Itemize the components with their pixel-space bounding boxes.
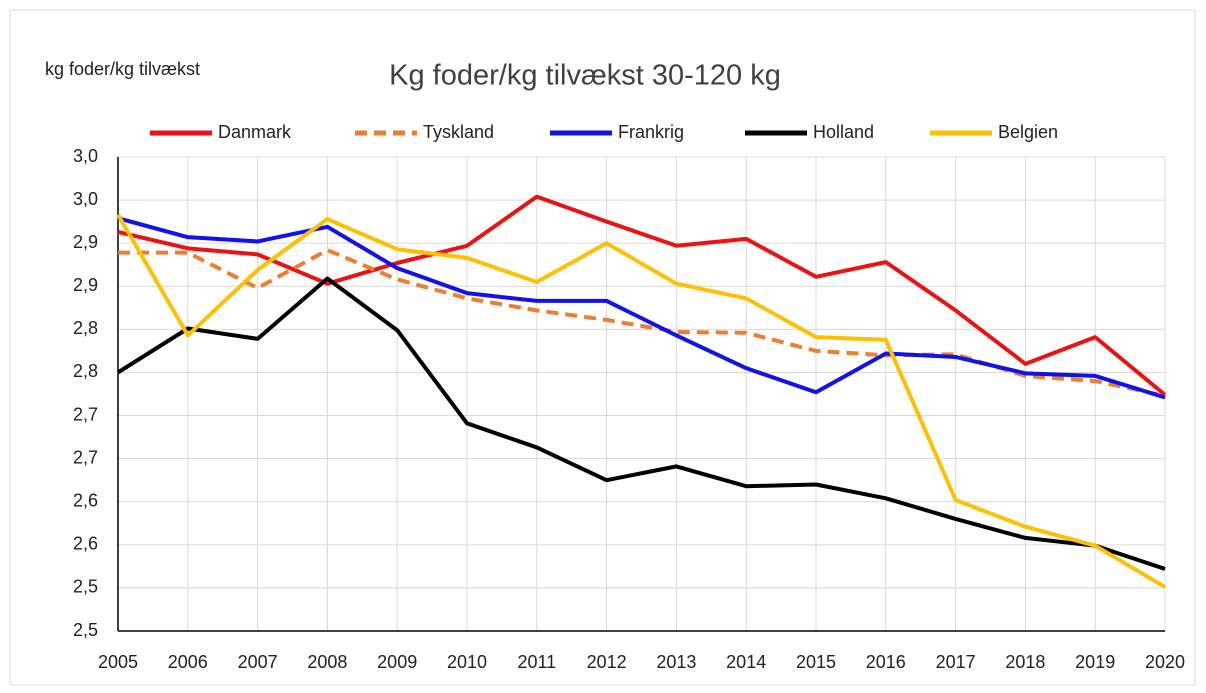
series-line <box>117 216 1166 400</box>
x-tick-label: 2018 <box>1005 652 1045 672</box>
series-line <box>118 248 1166 398</box>
y-tick-label: 2,5 <box>73 620 98 640</box>
y-tick-label: 3,0 <box>73 146 98 166</box>
y-tick-label: 2,9 <box>73 232 98 252</box>
legend-label: Danmark <box>218 122 292 142</box>
x-tick-label: 2010 <box>447 652 487 672</box>
x-tick-label: 2014 <box>726 652 766 672</box>
series-line <box>116 213 1167 589</box>
x-tick-label: 2005 <box>98 652 138 672</box>
x-tick-label: 2008 <box>307 652 347 672</box>
y-tick-label: 2,6 <box>73 534 98 554</box>
x-tick-label: 2006 <box>168 652 208 672</box>
y-tick-label: 2,6 <box>73 490 98 510</box>
legend-label: Frankrig <box>618 122 684 142</box>
legend-label: Holland <box>813 122 874 142</box>
y-tick-label: 2,5 <box>73 577 98 597</box>
x-tick-label: 2011 <box>517 652 556 672</box>
x-tick-label: 2007 <box>238 652 278 672</box>
y-tick-label: 2,7 <box>73 447 98 467</box>
x-tick-label: 2009 <box>377 652 417 672</box>
x-tick-label: 2017 <box>936 652 976 672</box>
y-tick-label: 2,8 <box>73 361 98 381</box>
legend-label: Tyskland <box>423 122 494 142</box>
x-tick-label: 2019 <box>1075 652 1115 672</box>
y-tick-label: 2,7 <box>73 404 98 424</box>
x-tick-label: 2013 <box>656 652 696 672</box>
legend-label: Belgien <box>998 122 1058 142</box>
y-tick-label: 2,9 <box>73 275 98 295</box>
series-line <box>116 276 1166 571</box>
x-tick-label: 2012 <box>587 652 627 672</box>
x-tick-label: 2020 <box>1145 652 1185 672</box>
y-tick-label: 3,0 <box>73 189 98 209</box>
series-line <box>117 194 1167 397</box>
chart-title: Kg foder/kg tilvækst 30-120 kg <box>389 60 781 92</box>
y-tick-label: 2,8 <box>73 318 98 338</box>
x-tick-label: 2016 <box>866 652 906 672</box>
y-axis-label: kg foder/kg tilvækst <box>45 59 200 79</box>
chart-frame <box>9 9 1196 686</box>
x-tick-label: 2015 <box>796 652 836 672</box>
